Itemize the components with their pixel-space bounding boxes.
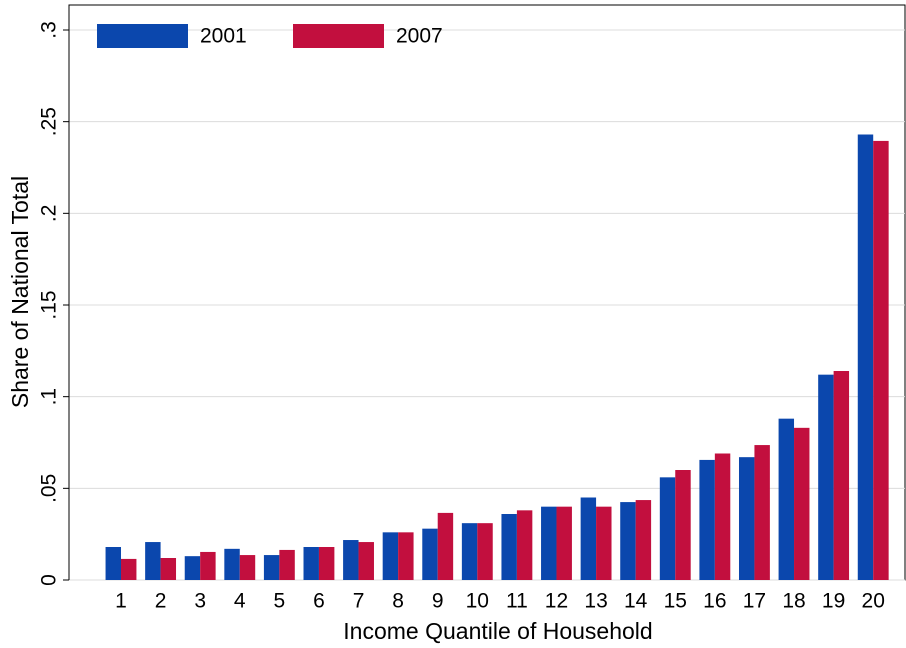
bar bbox=[160, 558, 177, 580]
legend-swatch bbox=[293, 24, 384, 48]
x-tick-label: 8 bbox=[392, 590, 404, 613]
bar bbox=[714, 453, 731, 580]
bar bbox=[279, 549, 295, 580]
bar bbox=[675, 470, 691, 580]
bar bbox=[833, 371, 850, 580]
x-tick-label: 12 bbox=[545, 590, 568, 613]
bar bbox=[556, 506, 572, 580]
bar bbox=[437, 512, 454, 580]
bar bbox=[541, 506, 557, 580]
bar bbox=[778, 418, 795, 580]
bar bbox=[303, 547, 319, 580]
x-tick-label: 18 bbox=[782, 590, 805, 613]
y-tick-label: .1 bbox=[38, 388, 61, 406]
bar bbox=[184, 556, 201, 580]
x-tick-label: 19 bbox=[822, 590, 845, 613]
x-tick-label: 16 bbox=[703, 590, 726, 613]
y-tick-label: .2 bbox=[38, 205, 61, 223]
bar bbox=[318, 547, 335, 580]
x-tick-label: 14 bbox=[624, 590, 648, 613]
y-axis-title: Share of National Total bbox=[7, 176, 33, 408]
bar bbox=[120, 558, 137, 580]
x-tick-label: 6 bbox=[313, 590, 325, 613]
bar bbox=[461, 523, 478, 580]
bar bbox=[398, 532, 414, 580]
bar bbox=[794, 427, 810, 580]
x-tick-label: 15 bbox=[664, 590, 687, 613]
x-tick-label: 7 bbox=[353, 590, 365, 613]
y-tick-label: .3 bbox=[38, 21, 61, 39]
bar bbox=[620, 502, 636, 580]
bar bbox=[343, 540, 359, 580]
bar bbox=[754, 445, 770, 580]
y-tick-label: .25 bbox=[38, 107, 61, 136]
x-tick-label: 10 bbox=[466, 590, 489, 613]
y-tick-label: .05 bbox=[38, 474, 61, 503]
bar bbox=[596, 506, 612, 580]
x-tick-label: 17 bbox=[743, 590, 766, 613]
bar bbox=[224, 548, 240, 580]
x-tick-label: 13 bbox=[584, 590, 607, 613]
bar bbox=[200, 551, 216, 580]
bar bbox=[382, 532, 399, 580]
y-tick-label: .15 bbox=[38, 290, 61, 319]
x-tick-label: 9 bbox=[432, 590, 444, 613]
bar bbox=[516, 510, 533, 580]
bar bbox=[659, 477, 676, 580]
x-tick-label: 5 bbox=[274, 590, 286, 613]
bar bbox=[105, 547, 121, 580]
y-tick-label: 0 bbox=[38, 574, 61, 586]
x-tick-label: 1 bbox=[115, 590, 127, 613]
bar bbox=[857, 134, 874, 580]
legend-label: 2007 bbox=[396, 25, 443, 48]
bar bbox=[477, 523, 493, 580]
bar bbox=[635, 500, 652, 580]
bar bbox=[358, 542, 374, 580]
x-axis-title: Income Quantile of Household bbox=[343, 618, 652, 644]
bar bbox=[422, 528, 438, 580]
x-tick-label: 11 bbox=[506, 590, 528, 613]
x-tick-label: 4 bbox=[234, 590, 246, 613]
x-tick-label: 2 bbox=[155, 590, 167, 613]
bar bbox=[501, 514, 517, 580]
bar bbox=[699, 459, 715, 580]
legend-label: 2001 bbox=[200, 25, 247, 48]
bar bbox=[263, 555, 280, 580]
bar bbox=[239, 555, 256, 580]
x-tick-label: 3 bbox=[194, 590, 206, 613]
bar bbox=[580, 497, 597, 580]
bar bbox=[873, 140, 889, 580]
bar bbox=[818, 374, 834, 580]
bar bbox=[738, 457, 755, 580]
legend-swatch bbox=[97, 24, 188, 48]
x-tick-label: 20 bbox=[862, 590, 885, 613]
bar bbox=[145, 542, 161, 580]
